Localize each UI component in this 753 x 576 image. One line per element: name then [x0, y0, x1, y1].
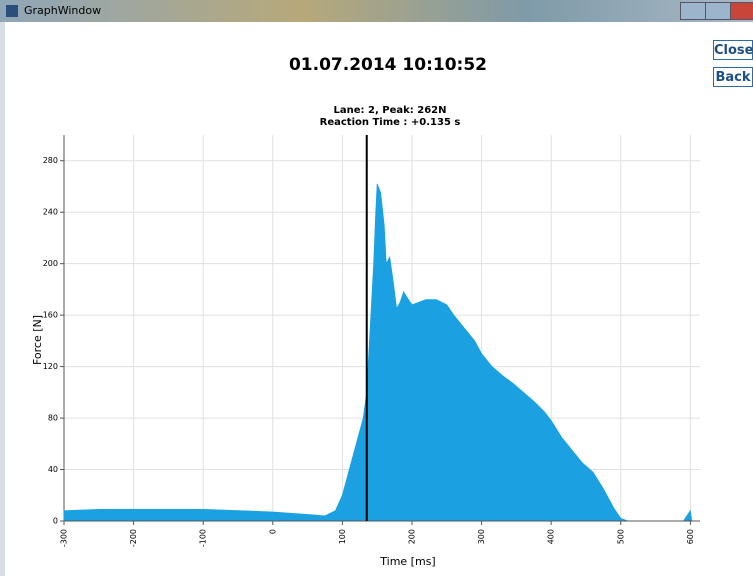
x-tick-label: 0	[268, 529, 277, 534]
x-axis-label: Time [ms]	[379, 555, 435, 568]
close-button[interactable]: Close	[713, 40, 753, 60]
y-tick-label: 40	[48, 465, 58, 474]
y-tick-label: 160	[43, 311, 58, 320]
y-axis-label: Force [N]	[31, 315, 44, 365]
subtitle: Lane: 2, Peak: 262N	[334, 105, 447, 116]
maximize-button[interactable]	[705, 2, 731, 20]
title-bar: GraphWindow	[0, 0, 753, 22]
subtitle: Reaction Time : +0.135 s	[320, 117, 461, 128]
y-tick-label: 200	[43, 259, 58, 268]
back-button[interactable]: Back	[713, 67, 753, 87]
left-edge	[0, 22, 5, 576]
window-title: GraphWindow	[24, 4, 102, 17]
x-tick-label: 500	[616, 529, 625, 544]
y-tick-label: 0	[53, 517, 58, 526]
force-area	[63, 183, 700, 522]
x-tick-label: 600	[686, 529, 695, 544]
x-tick-label: 300	[477, 529, 486, 544]
x-tick-label: -200	[129, 529, 138, 547]
y-tick-label: 80	[48, 414, 58, 423]
chart-title: 01.07.2014 10:10:52	[289, 55, 487, 75]
chart: 01.07.2014 10:10:52 Lane: 2, Peak: 262N …	[31, 55, 700, 568]
app-icon	[6, 5, 18, 17]
y-tick-label: 240	[43, 208, 58, 217]
x-tick-label: -100	[199, 529, 208, 547]
x-tick-label: -300	[60, 529, 69, 547]
close-window-button[interactable]	[730, 2, 753, 20]
x-tick-label: 200	[407, 529, 416, 544]
y-tick-label: 280	[43, 156, 58, 165]
y-tick-label: 120	[43, 362, 58, 371]
x-tick-label: 400	[547, 529, 556, 544]
x-tick-label: 100	[338, 529, 347, 544]
